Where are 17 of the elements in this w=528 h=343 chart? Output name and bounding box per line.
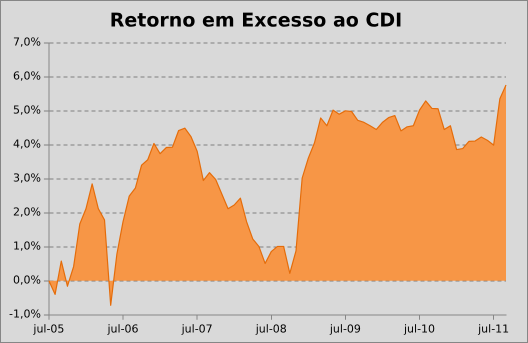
x-tick-label: jul-10 (402, 322, 436, 336)
x-tick-label: jul-09 (328, 322, 361, 336)
x-tick-label: jul-07 (180, 322, 213, 336)
x-tick-label: jul-05 (32, 322, 64, 336)
y-tick-label: 4,0% (12, 138, 41, 151)
y-tick-label: 6,0% (12, 70, 41, 83)
y-tick-label: 2,0% (12, 206, 41, 219)
y-tick-label: 3,0% (12, 172, 41, 185)
chart-title: Retorno em Excesso ao CDI (110, 9, 402, 32)
y-tick-label: 1,0% (12, 240, 41, 253)
y-tick-label: -1,0% (8, 308, 41, 321)
x-tick-label: jul-06 (106, 322, 139, 336)
x-tick-label: jul-08 (254, 322, 287, 336)
y-tick-label: 0,0% (12, 274, 41, 287)
y-tick-label: 5,0% (12, 104, 41, 117)
x-tick-label: jul-11 (477, 322, 510, 336)
y-tick-label: 7,0% (12, 36, 41, 49)
